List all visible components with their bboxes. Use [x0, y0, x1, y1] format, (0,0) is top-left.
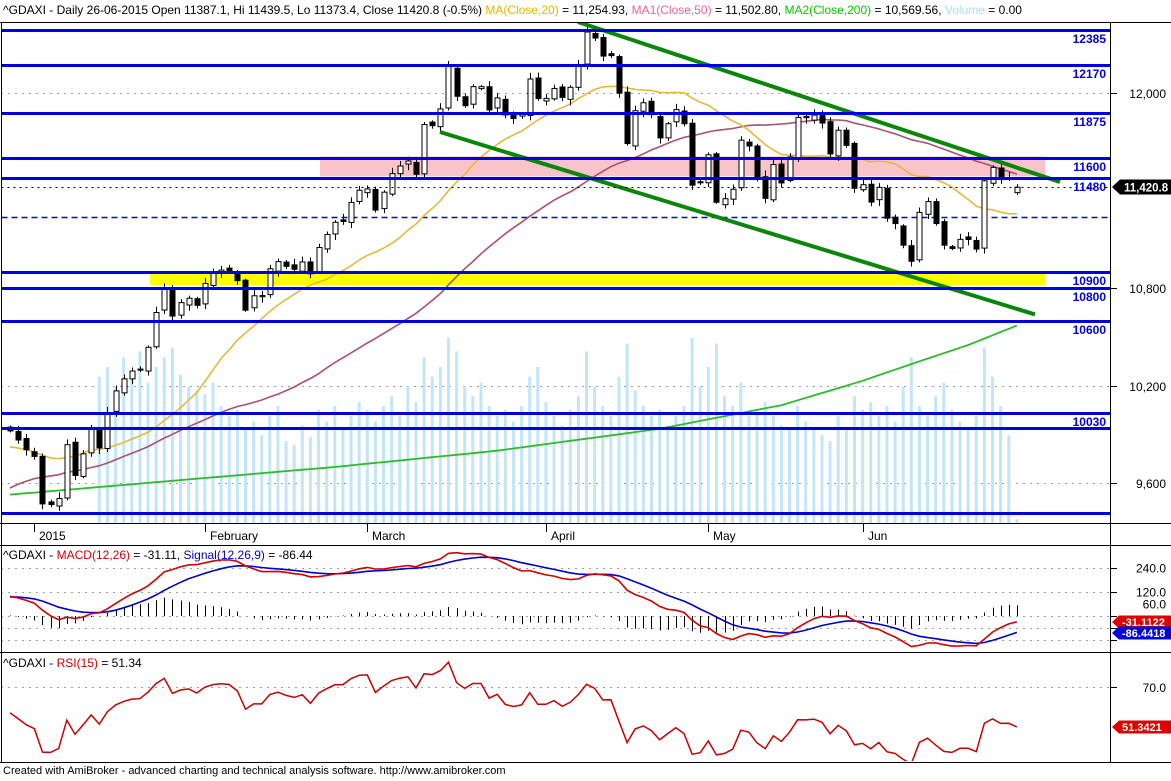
svg-text:May: May — [713, 529, 736, 543]
svg-text:240.0: 240.0 — [1136, 562, 1166, 576]
svg-text:April: April — [551, 529, 575, 543]
svg-text:11875: 11875 — [1073, 115, 1106, 129]
svg-text:10800: 10800 — [1073, 290, 1107, 304]
ma200-legend: MA2(Close,200) — [784, 3, 872, 17]
ohlc-summary: ^GDAXI - Daily 26-06-2015 Open 11387.1, … — [3, 3, 486, 17]
volume-value: = 0.00 — [984, 3, 1022, 17]
svg-text:11,420.8: 11,420.8 — [1124, 183, 1169, 195]
rsi-value: = 51.34 — [97, 656, 142, 670]
volume-legend: Volume — [944, 3, 985, 17]
svg-text:70.0: 70.0 — [1143, 681, 1167, 695]
rsi-panel-title: ^GDAXI - RSI(15) = 51.34 — [3, 656, 142, 670]
rsi-legend: RSI(15) — [56, 656, 98, 670]
svg-text:9,600: 9,600 — [1136, 477, 1166, 491]
svg-text:120.0: 120.0 — [1136, 586, 1166, 600]
signal-value: = -86.44 — [264, 548, 313, 562]
svg-text:10900: 10900 — [1073, 274, 1107, 288]
svg-text:10,800: 10,800 — [1129, 282, 1166, 296]
macd-value: = -31.11, — [130, 548, 184, 562]
ma200-value: = 10,569.56, — [871, 3, 945, 17]
svg-text:Jun: Jun — [868, 529, 887, 543]
svg-text:March: March — [372, 529, 405, 543]
amibroker-credit: Created with AmiBroker - advanced charti… — [3, 765, 506, 777]
rsi-symbol: ^GDAXI - — [3, 656, 57, 670]
svg-text:-86.4418: -86.4418 — [1122, 628, 1165, 640]
svg-text:2015: 2015 — [39, 529, 66, 543]
svg-text:12,000: 12,000 — [1129, 87, 1166, 101]
svg-text:February: February — [210, 529, 258, 543]
svg-text:51.3421: 51.3421 — [1122, 722, 1162, 734]
svg-text:10600: 10600 — [1073, 323, 1107, 337]
macd-symbol: ^GDAXI - — [3, 548, 57, 562]
svg-text:-31.1122: -31.1122 — [1122, 617, 1165, 629]
ma20-value: = 11,254.93, — [558, 3, 632, 17]
svg-text:10,200: 10,200 — [1129, 380, 1166, 394]
ma20-legend: MA(Close,20) — [485, 3, 559, 17]
main-chart-title: ^GDAXI - Daily 26-06-2015 Open 11387.1, … — [3, 3, 1022, 17]
svg-text:60.0: 60.0 — [1143, 598, 1167, 612]
macd-panel-title: ^GDAXI - MACD(12,26) = -31.11, Signal(12… — [3, 548, 313, 562]
svg-text:11600: 11600 — [1073, 160, 1106, 174]
svg-text:12385: 12385 — [1073, 32, 1107, 46]
ma50-value: = 11,502.80, — [711, 3, 785, 17]
svg-text:11480: 11480 — [1073, 180, 1106, 194]
ma50-legend: MA1(Close,50) — [631, 3, 712, 17]
svg-text:12170: 12170 — [1073, 67, 1107, 81]
macd-legend: MACD(12,26) — [56, 548, 130, 562]
signal-legend: Signal(12,26,9) — [183, 548, 265, 562]
svg-text:10030: 10030 — [1073, 415, 1107, 429]
